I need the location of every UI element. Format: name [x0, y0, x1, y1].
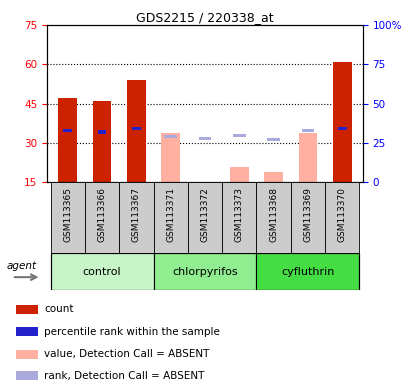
Text: GSM113365: GSM113365	[63, 187, 72, 242]
Bar	[153, 253, 256, 290]
Text: control: control	[83, 266, 121, 277]
Text: GSM113370: GSM113370	[337, 187, 346, 242]
Text: GSM113367: GSM113367	[132, 187, 141, 242]
Bar	[187, 182, 222, 253]
Bar	[198, 137, 211, 140]
Bar	[324, 182, 359, 253]
Text: GSM113372: GSM113372	[200, 187, 209, 242]
Text: rank, Detection Call = ABSENT: rank, Detection Call = ABSENT	[44, 371, 204, 381]
Bar	[16, 371, 38, 381]
Bar	[132, 127, 140, 131]
Text: agent: agent	[7, 261, 37, 271]
Bar	[153, 182, 187, 253]
Text: percentile rank within the sample: percentile rank within the sample	[44, 327, 220, 337]
Bar	[16, 327, 38, 336]
Bar	[256, 253, 359, 290]
Text: value, Detection Call = ABSENT: value, Detection Call = ABSENT	[44, 349, 209, 359]
Text: GSM113373: GSM113373	[234, 187, 243, 242]
Bar	[92, 101, 111, 182]
Bar	[267, 138, 279, 141]
Bar	[119, 182, 153, 253]
Bar	[85, 182, 119, 253]
Bar	[222, 182, 256, 253]
Text: GSM113366: GSM113366	[97, 187, 106, 242]
Text: cyfluthrin: cyfluthrin	[281, 266, 334, 277]
Bar	[16, 350, 38, 359]
Text: GSM113368: GSM113368	[268, 187, 277, 242]
Bar	[256, 182, 290, 253]
Bar	[127, 80, 146, 182]
Bar	[301, 129, 314, 132]
Bar	[263, 172, 282, 182]
Bar	[298, 132, 317, 182]
Bar	[332, 62, 351, 182]
Bar	[164, 135, 177, 138]
Bar	[16, 305, 38, 314]
Bar	[337, 127, 346, 131]
Text: GSM113371: GSM113371	[166, 187, 175, 242]
Text: GSM113369: GSM113369	[303, 187, 312, 242]
Bar	[50, 253, 153, 290]
Text: count: count	[44, 304, 74, 314]
Bar	[232, 134, 245, 137]
Title: GDS2215 / 220338_at: GDS2215 / 220338_at	[136, 11, 273, 24]
Bar	[50, 182, 85, 253]
Bar	[229, 167, 248, 182]
Text: chlorpyrifos: chlorpyrifos	[172, 266, 237, 277]
Bar	[58, 98, 77, 182]
Bar	[63, 129, 72, 132]
Bar	[161, 132, 180, 182]
Bar	[97, 131, 106, 134]
Bar	[290, 182, 324, 253]
